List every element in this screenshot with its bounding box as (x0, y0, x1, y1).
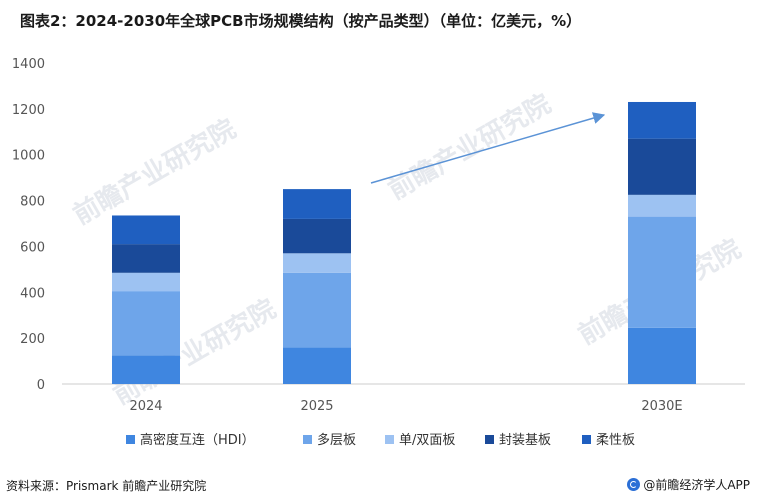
bar-segment (112, 291, 180, 356)
bar-segment (628, 138, 696, 195)
x-axis-labels: 2024 2025 2030E (129, 399, 682, 414)
y-tick-label: 1400 (12, 57, 45, 72)
x-tick-label: 2024 (129, 399, 162, 414)
legend-swatch (126, 435, 135, 444)
legend-label: 多层板 (317, 432, 356, 448)
trend-arrow (370, 112, 606, 184)
legend-label: 高密度互连（HDI） (140, 432, 255, 448)
legend-label: 封装基板 (499, 433, 551, 448)
bar-segment (283, 253, 351, 273)
bar-segment (283, 272, 351, 348)
chart-title: 图表2：2024-2030年全球PCB市场规模结构（按产品类型）（单位：亿美元，… (20, 12, 582, 30)
y-tick-label: 1200 (12, 103, 45, 118)
legend: 高密度互连（HDI） 多层板 单/双面板 封装基板 柔性板 (126, 432, 635, 448)
bar-segment (112, 244, 180, 273)
source-note: 资料来源：Prismark 前瞻产业研究院 (6, 479, 207, 493)
bar-segment (112, 355, 180, 384)
bar-segment (112, 272, 180, 292)
bar-segment (112, 215, 180, 245)
y-tick-label: 200 (20, 332, 45, 347)
legend-swatch (485, 435, 494, 444)
y-axis: 0 200 400 600 800 1000 1200 1400 (12, 57, 45, 393)
legend-swatch (385, 435, 394, 444)
y-tick-label: 1000 (12, 149, 45, 164)
watermark-text: 前瞻产业研究院 (383, 88, 556, 206)
brand-logo-icon (627, 478, 641, 491)
y-tick-label: 800 (20, 195, 45, 210)
bar-segment (628, 327, 696, 384)
bar-segment (283, 189, 351, 219)
y-tick-label: 600 (20, 240, 45, 255)
bar-segment (283, 218, 351, 254)
legend-swatch (303, 435, 312, 444)
bars-layer (112, 101, 696, 384)
brand-text: @前瞻经济学人APP (643, 478, 750, 492)
y-tick-label: 400 (20, 286, 45, 301)
legend-label: 柔性板 (596, 433, 635, 448)
bar-segment (628, 101, 696, 139)
legend-label: 单/双面板 (399, 433, 455, 448)
x-tick-label: 2025 (300, 399, 333, 414)
y-tick-label: 0 (37, 378, 45, 393)
brand-credit: @前瞻经济学人APP (627, 476, 750, 493)
bar-segment (628, 216, 696, 328)
legend-swatch (582, 435, 591, 444)
watermark-text: 前瞻产业研究院 (68, 113, 241, 231)
x-tick-label: 2030E (641, 399, 682, 414)
bar-segment (283, 347, 351, 384)
bar-segment (628, 194, 696, 217)
